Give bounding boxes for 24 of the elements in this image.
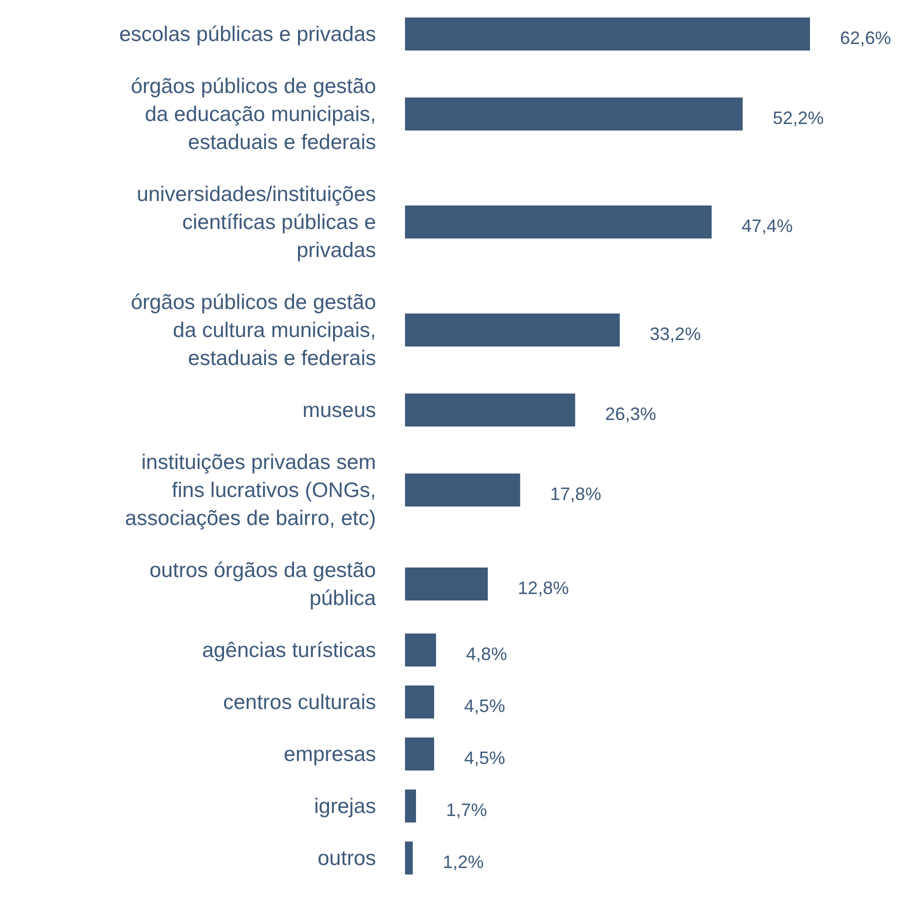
- data-label: 62,6%: [840, 28, 892, 48]
- data-label: 4,5%: [464, 696, 506, 716]
- y-tick-label: igrejas: [314, 794, 376, 818]
- data-label: 26,3%: [605, 404, 656, 424]
- y-tick-label: centros culturais: [223, 690, 376, 714]
- data-label: 4,8%: [466, 644, 508, 664]
- y-tick-label: universidades/instituições científicas públicas e privadas: [136, 182, 376, 262]
- data-label: 1,2%: [442, 852, 484, 872]
- y-tick-label: órgãos públicos de gestão da educação municipais, estaduais e federais: [130, 74, 376, 154]
- y-tick-label: escolas públicas e privadas: [119, 22, 376, 46]
- data-label: 4,5%: [464, 748, 506, 768]
- data-label: 1,7%: [446, 800, 488, 820]
- data-label: 12,8%: [518, 578, 569, 598]
- data-label: 47,4%: [742, 216, 793, 236]
- data-label: 17,8%: [550, 484, 602, 504]
- data-label: 52,2%: [772, 108, 824, 128]
- y-tick-label: outros: [318, 846, 376, 870]
- y-tick-label: museus: [302, 398, 376, 422]
- y-tick-label: instituições privadas sem fins lucrativos (ONGs, associações de bairro, etc): [125, 450, 376, 530]
- y-tick-label: órgãos públicos de gestão da cultura municipais, estaduais e federais: [130, 290, 376, 370]
- y-tick-label: empresas: [284, 742, 376, 766]
- data-label: 33,2%: [650, 324, 701, 344]
- y-tick-label: outros órgãos da gestão pública: [150, 558, 376, 610]
- y-tick-label: agências turísticas: [202, 638, 376, 662]
